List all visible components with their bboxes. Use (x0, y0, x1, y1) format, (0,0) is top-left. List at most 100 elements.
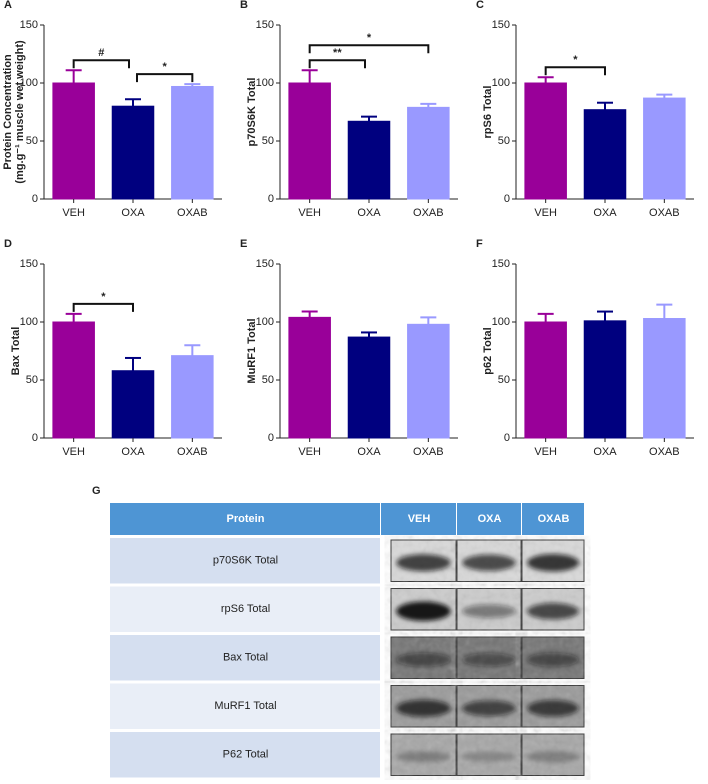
bar (583, 320, 627, 439)
x-tick-label: VEH (298, 446, 321, 458)
bar (171, 85, 214, 200)
x-tick-label: OXA (357, 446, 381, 458)
x-tick-label: VEH (62, 446, 85, 458)
significance-label: * (367, 32, 372, 44)
blot-band (396, 751, 451, 763)
y-tick-label: 100 (492, 77, 510, 89)
y-tick-label: 50 (26, 374, 38, 386)
y-tick-label: 50 (262, 374, 274, 386)
bar (171, 355, 214, 439)
y-axis-label: Bax Total (10, 327, 22, 376)
header-text: Protein (227, 513, 265, 525)
significance-label: * (573, 54, 578, 66)
x-tick-label: OXAB (413, 207, 444, 219)
bar (111, 105, 155, 200)
x-tick-label: OXAB (413, 446, 444, 458)
y-tick-label: 50 (498, 135, 510, 147)
y-tick-label: 0 (32, 193, 38, 205)
blot-band (526, 553, 580, 572)
header-cell (110, 503, 380, 535)
x-tick-label: OXA (593, 446, 617, 458)
bar (347, 336, 391, 439)
significance-bracket (72, 59, 130, 69)
row-cell (110, 586, 380, 632)
y-tick-label: 150 (492, 19, 510, 31)
y-tick-label: 50 (26, 135, 38, 147)
bar (52, 82, 95, 200)
row-text: Bax Total (223, 652, 268, 664)
y-tick-label: 50 (498, 374, 510, 386)
x-tick-label: OXAB (177, 207, 208, 219)
y-tick-label: 150 (256, 19, 274, 31)
header-text: VEH (408, 513, 431, 525)
bar (407, 106, 450, 200)
bar (524, 82, 567, 200)
y-axis-label: p70S6K Total (246, 78, 258, 147)
significance-label: * (101, 291, 106, 303)
row-cell (110, 635, 380, 681)
blot-band (462, 604, 516, 618)
bar (288, 82, 331, 200)
blot-band (396, 601, 451, 621)
panel-label: G (92, 485, 101, 497)
x-tick-label: VEH (62, 207, 85, 219)
x-tick-label: OXA (121, 446, 145, 458)
row-cell (110, 683, 380, 729)
row-cell (110, 732, 380, 778)
x-tick-label: OXA (357, 207, 381, 219)
blot-band (526, 700, 580, 717)
y-axis-label: MuRF1 Total (246, 318, 258, 383)
y-tick-label: 150 (20, 258, 38, 270)
panel-label: C (476, 0, 484, 11)
bar (52, 321, 95, 439)
x-tick-label: OXAB (649, 446, 680, 458)
y-tick-label: 100 (492, 316, 510, 328)
x-tick-label: OXA (593, 207, 617, 219)
y-axis-label: Protein Concentration (2, 54, 14, 170)
y-tick-label: 0 (268, 432, 274, 444)
significance-label: # (98, 47, 104, 59)
y-tick-label: 50 (262, 135, 274, 147)
x-tick-label: OXAB (649, 207, 680, 219)
blot-band (462, 700, 516, 717)
significance-label: ** (333, 47, 342, 59)
y-tick-label: 100 (256, 316, 274, 328)
y-tick-label: 150 (492, 258, 510, 270)
panel-label: F (476, 238, 483, 250)
bar (643, 97, 686, 200)
blot-band (526, 652, 580, 667)
row-text: P62 Total (223, 749, 269, 761)
bar (524, 321, 567, 439)
y-tick-label: 0 (504, 432, 510, 444)
x-tick-label: VEH (298, 207, 321, 219)
significance-bracket (308, 44, 430, 54)
x-tick-label: VEH (534, 207, 557, 219)
x-tick-label: OXA (121, 207, 145, 219)
y-tick-label: 0 (32, 432, 38, 444)
significance-bracket (544, 66, 606, 76)
bar (407, 323, 450, 439)
y-tick-label: 100 (20, 316, 38, 328)
significance-bracket (72, 302, 134, 312)
panel-label: D (4, 238, 12, 250)
y-tick-label: 150 (256, 258, 274, 270)
y-tick-label: 100 (256, 77, 274, 89)
x-tick-label: VEH (534, 446, 557, 458)
header-text: OXA (478, 513, 502, 525)
significance-bracket (136, 73, 194, 83)
y-tick-label: 0 (268, 193, 274, 205)
significance-bracket (308, 59, 366, 69)
row-text: p70S6K Total (213, 555, 278, 567)
header-text: OXAB (538, 513, 570, 525)
blot-band (526, 751, 580, 763)
bar (111, 370, 155, 439)
row-text: rpS6 Total (221, 603, 270, 615)
bar (643, 318, 686, 439)
y-axis-label: p62 Total (482, 327, 494, 374)
bar (347, 120, 391, 200)
header-cell (457, 503, 521, 535)
y-tick-label: 150 (20, 19, 38, 31)
blot-band (462, 554, 516, 571)
x-tick-label: OXAB (177, 446, 208, 458)
